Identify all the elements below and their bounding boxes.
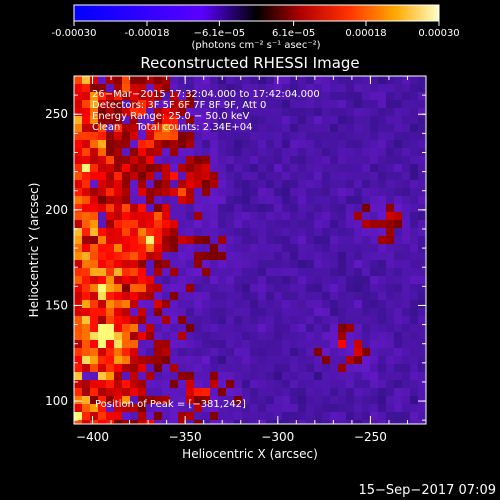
colorbar-ticks: -0.00030 -0.00018 −6.1e−05 6.1e−05 0.00018 0.…	[52, 21, 460, 39]
footer-timestamp: 15−Sep−2017 07:09	[358, 483, 496, 498]
x-tick-label: −400	[76, 430, 109, 444]
colorbar-gradient	[73, 4, 440, 22]
colorbar-tick-label: 0.00018	[345, 28, 386, 39]
plot-frame	[73, 75, 427, 425]
peak-position-label: Position of Peak = [−381,242]	[95, 399, 246, 410]
colorbar-tick-label: -0.00030	[52, 28, 97, 39]
y-tick-label: 150	[45, 298, 68, 312]
x-tick-label: −350	[169, 430, 202, 444]
colorbar-tick-label: 0.00030	[418, 28, 459, 39]
y-axis-label: Heliocentric Y (arcsec)	[27, 183, 41, 318]
x-tick-label: −300	[261, 430, 294, 444]
colorbar-tick-label: −6.1e−05	[194, 28, 246, 39]
colorbar-tick-label: 6.1e−05	[272, 28, 315, 39]
annotation-detectors: Detectors: 3F 5F 6F 7F 8F 9F, Att 0	[92, 100, 266, 111]
y-tick-label: 100	[45, 394, 68, 408]
annotation-time-range: 26−Mar−2015 17:32:04.000 to 17:42:04.000	[92, 89, 320, 100]
y-tick-label: 200	[45, 203, 68, 217]
colorbar-unit-label: (photons cm⁻² s⁻¹ asec⁻²)	[191, 40, 320, 51]
x-tick-label: −250	[354, 430, 387, 444]
annotation-block: 26−Mar−2015 17:32:04.000 to 17:42:04.000…	[92, 89, 320, 133]
y-tick-label: 250	[45, 107, 68, 121]
x-axis-label: Heliocentric X (arcsec)	[182, 447, 318, 461]
colorbar: -0.00030 -0.00018 −6.1e−05 6.1e−05 0.00018 0.…	[52, 4, 460, 51]
annotation-clean-counts: Clean Total counts: 2.34E+04	[92, 122, 252, 133]
axes: −400 −350 −300 −250 100 150 200 250	[45, 75, 426, 444]
colorbar-tick-label: -0.00018	[125, 28, 170, 39]
heatmap-image	[74, 76, 426, 424]
annotation-energy-range: Energy Range: 25.0 − 50.0 keV	[92, 111, 249, 122]
chart-title: Reconstructed RHESSI Image	[140, 54, 359, 72]
